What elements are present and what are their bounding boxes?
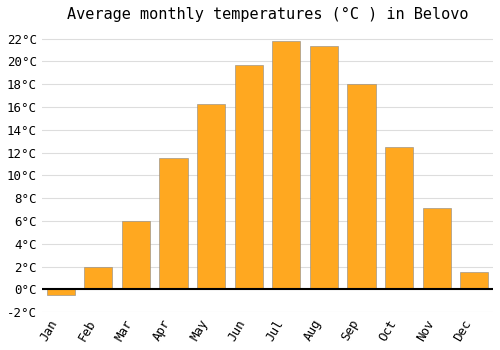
Title: Average monthly temperatures (°C ) in Belovo: Average monthly temperatures (°C ) in Be…	[66, 7, 468, 22]
Bar	[272, 41, 300, 289]
Bar	[348, 84, 376, 289]
Bar	[422, 209, 451, 289]
Bar	[310, 46, 338, 289]
Bar	[84, 267, 112, 289]
Bar	[234, 65, 262, 289]
Bar	[122, 221, 150, 289]
Bar	[197, 104, 225, 289]
Bar	[460, 272, 488, 289]
Bar	[160, 158, 188, 289]
Bar	[385, 147, 413, 289]
Bar	[46, 289, 74, 295]
